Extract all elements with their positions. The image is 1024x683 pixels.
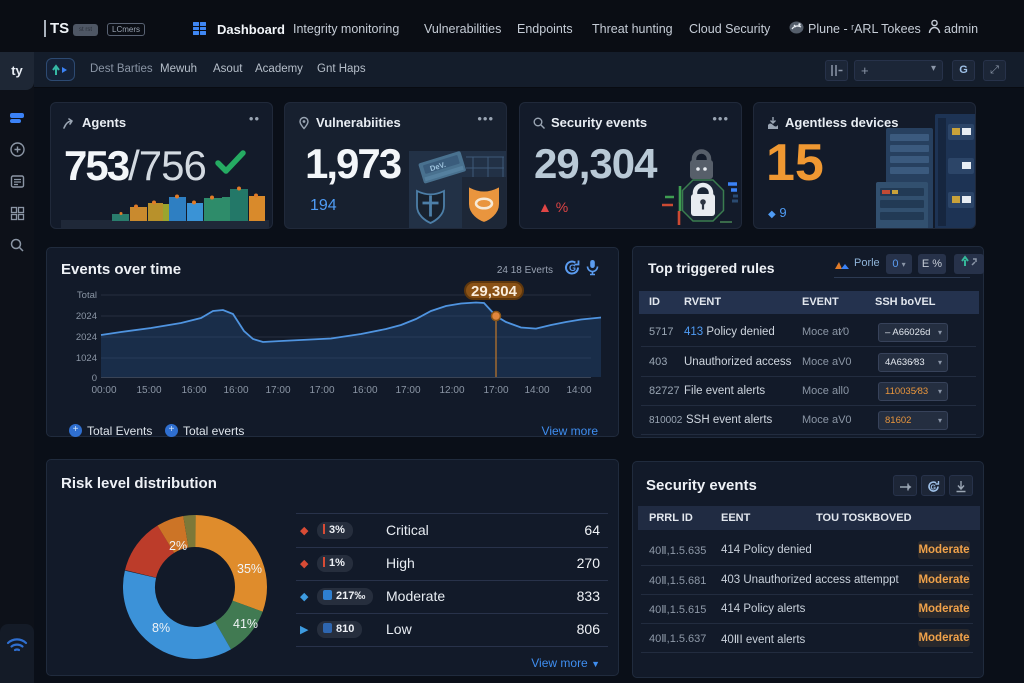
svg-text:Total: Total [77,290,97,301]
svg-text:16:00: 16:00 [352,385,377,396]
svg-text:1024: 1024 [76,353,97,364]
svg-text:12:00: 12:00 [439,385,464,396]
svg-text:17:00: 17:00 [309,385,334,396]
svg-text:15:00: 15:00 [136,385,161,396]
svg-text:00:00: 00:00 [91,385,116,396]
svg-text:17:00: 17:00 [483,385,508,396]
svg-text:17:00: 17:00 [265,385,290,396]
svg-text:14:00: 14:00 [524,385,549,396]
svg-text:2024: 2024 [76,311,97,322]
svg-text:DeV.: DeV. [429,160,447,173]
svg-text:G: G [931,485,937,492]
svg-text:16:00: 16:00 [223,385,248,396]
svg-text:2024: 2024 [76,332,97,343]
svg-text:17:00: 17:00 [395,385,420,396]
svg-text:0: 0 [92,373,97,384]
svg-text:14:00: 14:00 [566,385,591,396]
svg-text:G: G [569,263,576,273]
svg-text:16:00: 16:00 [181,385,206,396]
